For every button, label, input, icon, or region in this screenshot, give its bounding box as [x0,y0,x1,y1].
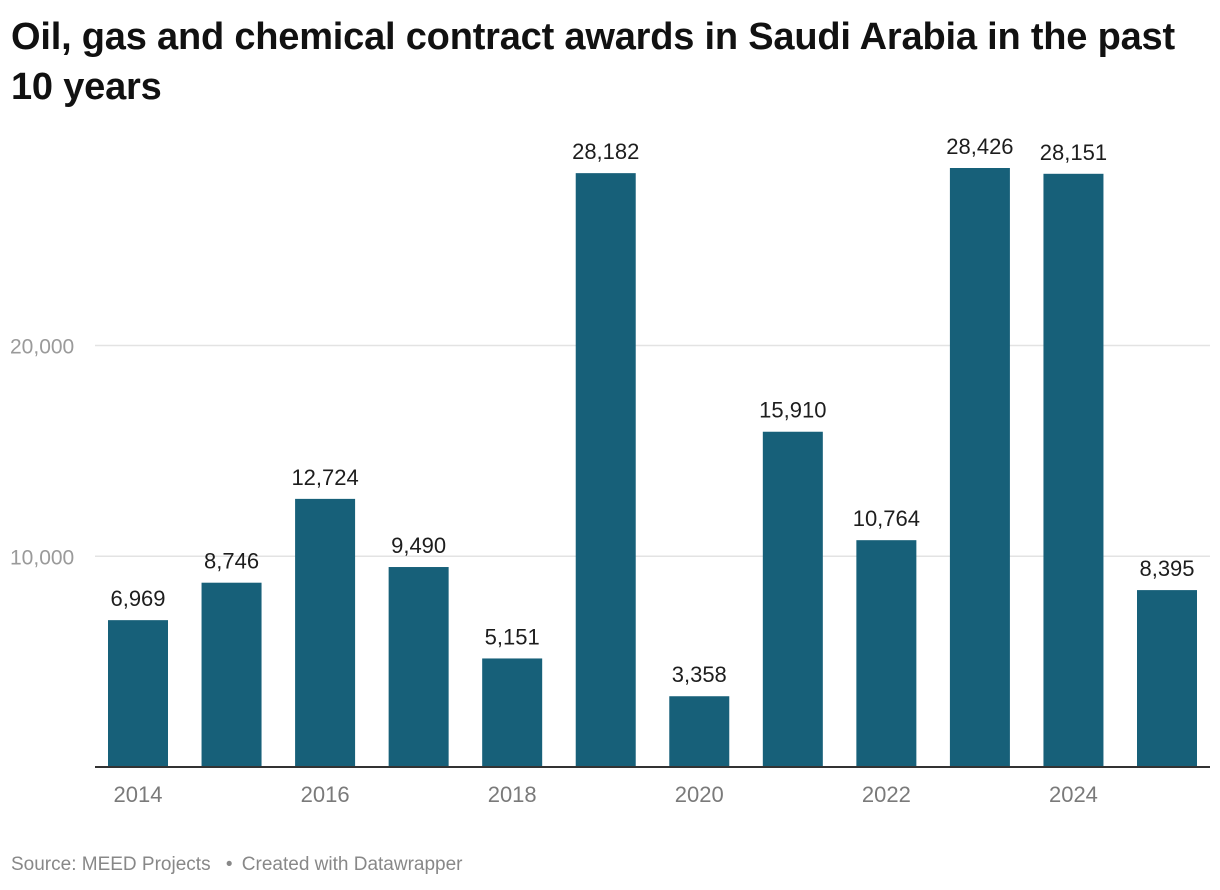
bar [482,658,543,767]
y-axis-tick-labels: 10,000 20,000 [10,336,74,570]
chart-footer: Source: MEED Projects • Created with Dat… [11,854,463,876]
data-label: 28,426 [946,134,1013,159]
bar [949,168,1010,767]
bar [762,431,823,767]
data-label: 8,395 [1139,556,1194,581]
bar [856,540,917,767]
data-label: 3,358 [672,662,727,687]
bars [108,168,1197,768]
x-tick-label: 2014 [114,782,163,807]
bar [575,173,636,768]
bar [1043,173,1104,768]
bar [295,498,356,767]
bar [388,567,449,767]
x-tick-label: 2018 [488,782,537,807]
data-label: 9,490 [391,533,446,558]
x-tick-label: 2024 [1049,782,1098,807]
x-tick-label: 2022 [862,782,911,807]
bar [669,696,730,767]
chart-title: Oil, gas and chemical contract awards in… [11,16,1175,108]
bar [108,620,168,767]
bar-chart: 10,000 20,000 6,969 8,746 12,724 9,490 5,151 2… [10,134,1210,807]
data-label: 15,910 [759,398,826,423]
datawrapper-credit[interactable]: Created with Datawrapper [241,854,463,875]
x-tick-label: 2020 [675,782,724,807]
bar [1137,590,1197,767]
footer-separator: • [225,854,233,875]
source-note: Source: MEED Projects [11,854,211,875]
data-label: 28,182 [572,139,639,164]
data-label: 6,969 [110,586,165,611]
data-label: 10,764 [853,506,920,531]
data-label: 28,151 [1040,140,1107,165]
data-label: 12,724 [291,465,358,490]
bar [201,582,262,767]
x-tick-label: 2016 [301,782,350,807]
data-label: 5,151 [485,624,540,649]
data-label: 8,746 [204,549,259,574]
y-tick-label: 10,000 [10,546,74,569]
x-axis-tick-labels: 2014 2016 2018 2020 2022 2024 [114,782,1098,807]
y-tick-label: 20,000 [10,336,74,359]
data-labels: 6,969 8,746 12,724 9,490 5,151 28,182 3,358 15,… [110,134,1194,687]
gridlines [95,344,1210,558]
